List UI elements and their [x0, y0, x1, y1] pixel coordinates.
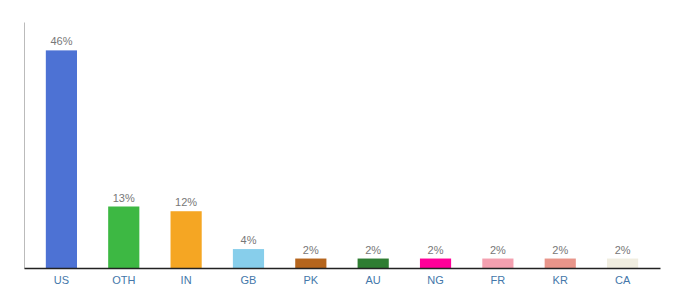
bar — [171, 211, 202, 268]
bar — [108, 207, 139, 269]
bar — [358, 259, 389, 268]
data-label: 2% — [303, 244, 319, 256]
bar — [295, 259, 326, 268]
x-tick: AU — [366, 274, 381, 286]
x-tick-label: AU — [366, 274, 381, 286]
data-label: 12% — [175, 196, 197, 208]
data-label: 2% — [552, 244, 568, 256]
bars — [46, 50, 638, 268]
x-tick: CA — [615, 274, 631, 286]
bar — [545, 259, 576, 268]
bar — [482, 259, 513, 268]
x-axis-line — [25, 268, 661, 270]
plot: 46% 13% 12% 4% 2% 2% 2% 2% 2% 2% US OTH IN GB PK AU NG FR… — [25, 23, 661, 286]
x-tick-label: US — [54, 274, 69, 286]
x-tick: OTH — [112, 274, 135, 286]
x-tick-label: FR — [491, 274, 506, 286]
bar — [46, 50, 77, 268]
x-tick-label: KR — [553, 274, 568, 286]
data-label: 46% — [50, 35, 72, 47]
data-label: 4% — [241, 234, 257, 246]
x-axis: US OTH IN GB PK AU NG FR KR CA — [25, 269, 661, 286]
x-tick: IN — [181, 274, 192, 286]
bar — [233, 249, 264, 268]
data-label: 2% — [365, 244, 381, 256]
x-tick-label: CA — [615, 274, 631, 286]
chart: 46% 13% 12% 4% 2% 2% 2% 2% 2% 2% US OTH IN GB PK AU NG FR… — [0, 0, 680, 300]
data-label: 2% — [428, 244, 444, 256]
x-tick: US — [54, 274, 69, 286]
x-tick-label: PK — [303, 274, 318, 286]
data-label: 2% — [490, 244, 506, 256]
y-axis-line — [24, 23, 25, 269]
x-tick: KR — [553, 274, 568, 286]
bar — [607, 259, 638, 268]
x-tick-label: NG — [427, 274, 444, 286]
x-tick-label: OTH — [112, 274, 135, 286]
y-axis — [24, 23, 25, 269]
x-tick: NG — [427, 274, 444, 286]
x-tick-label: IN — [181, 274, 192, 286]
x-tick: FR — [491, 274, 506, 286]
x-tick: PK — [303, 274, 318, 286]
data-label: 2% — [615, 244, 631, 256]
data-label: 13% — [113, 192, 135, 204]
x-tick-label: GB — [241, 274, 257, 286]
x-tick: GB — [241, 274, 257, 286]
data-labels: 46% 13% 12% 4% 2% 2% 2% 2% 2% 2% — [50, 35, 630, 255]
bar — [420, 259, 451, 268]
